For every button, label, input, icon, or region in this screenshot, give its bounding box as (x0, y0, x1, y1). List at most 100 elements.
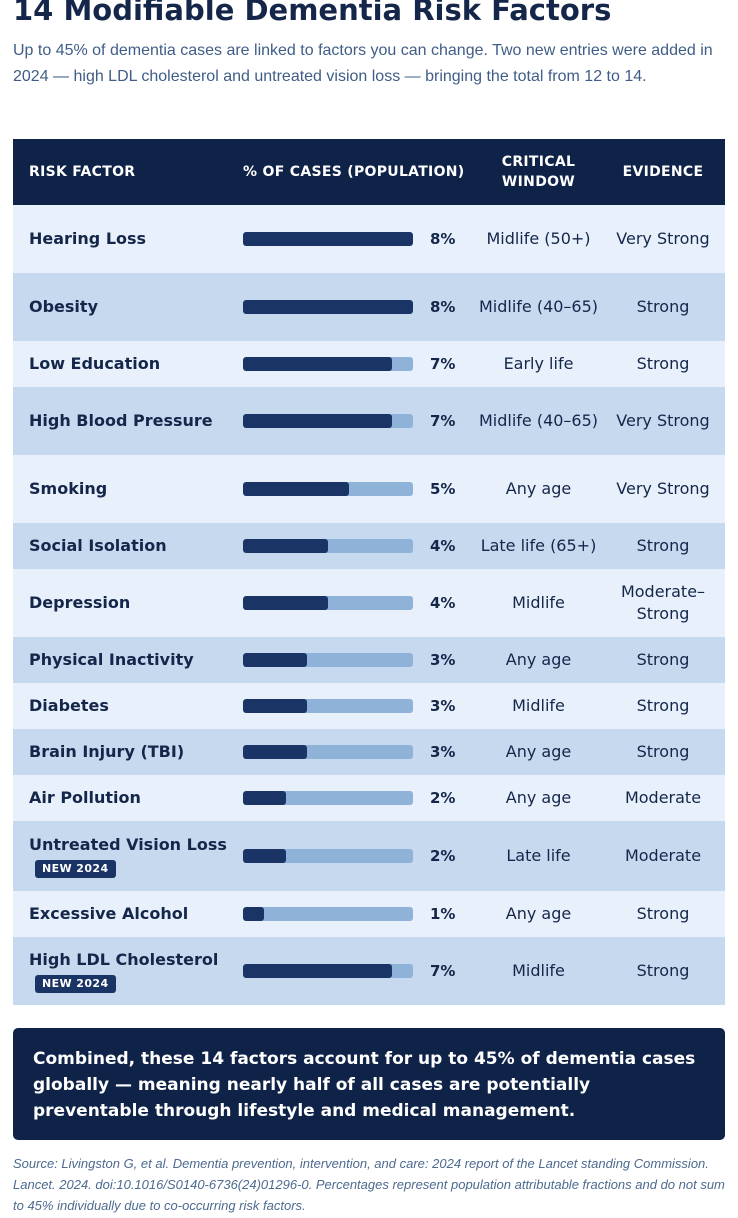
table-row: Obesity 8% Midlife (40–65) Strong (13, 273, 725, 341)
pct-label: 5% (430, 480, 456, 498)
pct-label: 8% (430, 230, 456, 248)
pct-cases-cell: 2% (243, 775, 476, 821)
pct-bar-fill (243, 907, 265, 921)
evidence-cell: Strong (636, 904, 690, 923)
pct-bar-track (243, 791, 413, 805)
table-row: Low Education 7% Early life Strong (13, 341, 725, 387)
risk-factor-name: Obesity (29, 297, 98, 316)
pct-bar-track (243, 596, 413, 610)
critical-window-cell: Any age (505, 479, 572, 498)
summary-callout: Combined, these 14 factors account for u… (13, 1028, 725, 1140)
pct-cases-cell: 4% (243, 569, 476, 637)
risk-factor-cell: Untreated Vision Loss NEW 2024 (13, 821, 243, 891)
risk-factor-cell: Obesity (13, 273, 243, 341)
table-row: Social Isolation 4% Late life (65+) Strong (13, 523, 725, 569)
evidence-cell: Strong (636, 961, 690, 980)
pct-bar-fill (243, 849, 286, 863)
evidence-cell: Moderate (624, 788, 702, 807)
risk-factor-cell: High Blood Pressure (13, 387, 243, 455)
risk-factor-name: Hearing Loss (29, 229, 147, 248)
page-subtitle: Up to 45% of dementia cases are linked t… (13, 42, 713, 85)
table-row: Depression 4% Midlife Moderate–Strong (13, 569, 725, 637)
evidence-cell: Strong (636, 297, 690, 316)
table-row: Excessive Alcohol 1% Any age Strong (13, 891, 725, 937)
pct-bar-track (243, 539, 413, 553)
evidence-cell: Strong (636, 696, 690, 715)
table-row: Diabetes 3% Midlife Strong (13, 683, 725, 729)
pct-label: 2% (430, 847, 456, 865)
pct-cases-cell: 2% (243, 821, 476, 891)
risk-factor-name: Social Isolation (29, 536, 167, 555)
header-evidence: EVIDENCE (622, 164, 704, 180)
risk-factor-name: Low Education (29, 354, 161, 373)
pct-label: 3% (430, 651, 456, 669)
critical-window-cell: Midlife (512, 961, 565, 980)
table-row: Smoking 5% Any age Very Strong (13, 455, 725, 523)
pct-label: 8% (430, 298, 456, 316)
risk-factor-cell: Social Isolation (13, 523, 243, 569)
risk-factor-cell: Low Education (13, 341, 243, 387)
pct-cases-cell: 8% (243, 205, 476, 273)
pct-cases-cell: 5% (243, 455, 476, 523)
risk-factors-table: RISK FACTOR % OF CASES (POPULATION) CRIT… (13, 139, 725, 1005)
header-risk-factor: RISK FACTOR (29, 164, 136, 180)
evidence-cell: Very Strong (616, 229, 710, 248)
pct-bar-track (243, 907, 413, 921)
risk-factor-cell: Smoking (13, 455, 243, 523)
critical-window-cell: Late life (65+) (480, 536, 597, 555)
pct-bar-track (243, 849, 413, 863)
table-row: Brain Injury (TBI) 3% Any age Strong (13, 729, 725, 775)
risk-factor-cell: Hearing Loss (13, 205, 243, 273)
pct-bar-track (243, 745, 413, 759)
risk-factor-cell: Diabetes (13, 683, 243, 729)
pct-label: 3% (430, 697, 456, 715)
pct-bar-track (243, 964, 413, 978)
table-row: Untreated Vision Loss NEW 2024 2% Late life… (13, 821, 725, 891)
pct-bar-track (243, 482, 413, 496)
pct-cases-cell: 3% (243, 729, 476, 775)
table-body: Hearing Loss 8% Midlife (50+) Very Strong Ob… (13, 205, 725, 1005)
critical-window-cell: Midlife (40–65) (478, 297, 599, 316)
header-pct-cases: % OF CASES (POPULATION) (243, 164, 465, 180)
risk-factor-name: Physical Inactivity (29, 650, 194, 669)
pct-bar-fill (243, 357, 392, 371)
critical-window-cell: Late life (506, 846, 571, 865)
page-title: 14 Modifiable Dementia Risk Factors (13, 0, 612, 27)
risk-factor-cell: Brain Injury (TBI) (13, 729, 243, 775)
evidence-cell: Very Strong (616, 479, 710, 498)
critical-window-cell: Any age (505, 650, 572, 669)
pct-cases-cell: 7% (243, 937, 476, 1005)
critical-window-cell: Midlife (50+) (486, 229, 591, 248)
pct-label: 2% (430, 789, 456, 807)
pct-cases-cell: 3% (243, 637, 476, 683)
pct-label: 7% (430, 355, 456, 373)
critical-window-cell: Any age (505, 904, 572, 923)
critical-window-cell: Midlife (512, 696, 565, 715)
risk-factor-cell: Depression (13, 569, 243, 637)
evidence-cell: Strong (636, 536, 690, 555)
risk-factor-name: Diabetes (29, 696, 109, 715)
pct-bar-track (243, 699, 413, 713)
risk-factor-name: Untreated Vision Loss (29, 835, 227, 854)
pct-bar-track (243, 653, 413, 667)
pct-cases-cell: 7% (243, 341, 476, 387)
pct-bar-fill (243, 653, 307, 667)
risk-factor-name: Smoking (29, 479, 108, 498)
evidence-cell: Strong (636, 354, 690, 373)
table-row: Hearing Loss 8% Midlife (50+) Very Strong (13, 205, 725, 273)
risk-factor-name: Depression (29, 593, 131, 612)
evidence-cell: Very Strong (616, 411, 710, 430)
pct-bar-track (243, 357, 413, 371)
evidence-cell: Strong (636, 650, 690, 669)
pct-cases-cell: 1% (243, 891, 476, 937)
risk-factor-name: High Blood Pressure (29, 411, 213, 430)
risk-factor-name: High LDL Cholesterol (29, 950, 219, 969)
pct-bar-fill (243, 300, 413, 314)
pct-bar-fill (243, 964, 392, 978)
pct-bar-track (243, 300, 413, 314)
pct-label: 4% (430, 537, 456, 555)
critical-window-cell: Early life (503, 354, 574, 373)
new-2024-badge: NEW 2024 (35, 975, 116, 993)
risk-factor-name: Air Pollution (29, 788, 141, 807)
table-row: High LDL Cholesterol NEW 2024 7% Midlife Str… (13, 937, 725, 1005)
